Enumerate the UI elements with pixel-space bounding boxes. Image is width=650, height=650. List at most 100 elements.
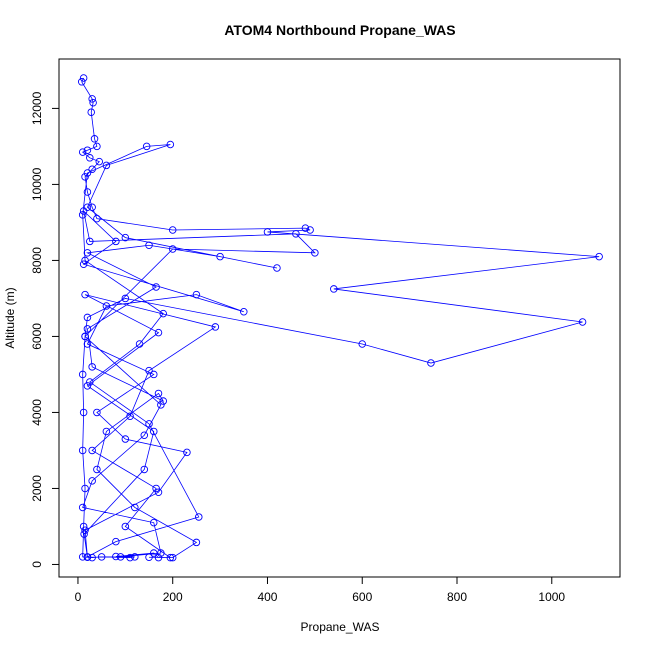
data-point [81,290,89,299]
data-point [79,522,88,531]
data-point [121,294,130,303]
data-point [102,427,111,436]
x-tick-label: 600 [352,590,372,604]
data-point [195,513,203,521]
data-point [102,302,111,310]
data-point [102,161,111,170]
data-point [88,446,96,455]
data-point [83,553,92,561]
data-point [168,553,177,562]
data-point [145,366,153,375]
x-tick-label: 0 [75,590,82,604]
data-point [79,207,88,215]
data-point [78,503,87,512]
data-point [168,226,177,234]
data-point [89,98,97,107]
data-point [140,431,149,439]
data-point [78,446,87,455]
data-point [150,370,158,379]
y-tick-label: 10000 [30,167,44,201]
data-point [140,465,149,474]
x-tick-label: 400 [257,590,277,604]
data-point [93,142,101,151]
data-point [87,108,95,116]
data-point [154,328,163,337]
y-tick-label: 8000 [30,247,44,274]
data-point [121,522,130,531]
data-point [88,203,96,211]
data-point [81,173,89,181]
data-point [150,427,158,436]
data-point [79,74,88,82]
data-point [77,78,86,86]
data-point [154,553,163,562]
data-point [157,401,165,409]
chart-title: ATOM4 Northbound Propane_WAS [224,22,455,38]
data-point [86,154,94,162]
data-point [166,140,175,149]
data-point [192,538,201,547]
data-point [131,503,139,512]
data-point [216,252,224,261]
data-point [211,323,220,331]
data-point [93,465,101,474]
plot-frame [58,58,621,578]
data-point [273,264,281,272]
data-point [88,553,96,562]
data-point [427,359,435,367]
data-point [88,477,96,485]
data-point [306,226,314,234]
data-point [83,203,92,211]
data-point [112,552,120,561]
data-point [112,537,120,546]
data-point [83,169,92,177]
data-point [595,252,603,261]
data-point [192,290,201,299]
data-point [88,165,96,173]
data-point [88,95,96,103]
data-point [81,256,89,265]
data-point [126,553,134,562]
data-point [168,245,177,253]
data-point [78,148,87,156]
data-point [78,211,87,219]
data-point [97,553,106,561]
data-point [79,260,88,268]
x-tick-label: 800 [447,590,467,604]
data-point [152,484,160,493]
x-axis-label: Propane_WAS [301,620,380,634]
data-point [83,325,92,333]
data-point [78,553,87,561]
data-point [83,188,92,196]
data-point [154,389,163,398]
data-point [93,214,101,223]
data-point [80,530,88,538]
data-point [78,370,87,379]
data-point [79,408,88,417]
data-point [93,408,101,417]
y-tick-label: 2000 [30,475,44,502]
y-tick-label: 12000 [30,91,44,125]
data-point [159,309,167,318]
data-point [152,283,160,291]
data-point [150,549,158,557]
data-point [358,340,366,348]
data-point [90,135,99,143]
data-point [131,553,139,561]
data-point [121,435,130,443]
data-point [135,340,144,348]
x-tick-label: 200 [163,590,183,604]
data-point [292,230,300,238]
data-point [83,382,92,390]
data-point [81,332,89,341]
data-point [86,378,94,386]
data-point [83,340,92,348]
data-point [81,526,89,535]
data-point [116,553,125,561]
data-point [121,233,130,242]
data-point [81,484,89,493]
x-tick-label: 1000 [538,590,565,604]
data-point [95,157,104,166]
data-point [301,224,310,232]
